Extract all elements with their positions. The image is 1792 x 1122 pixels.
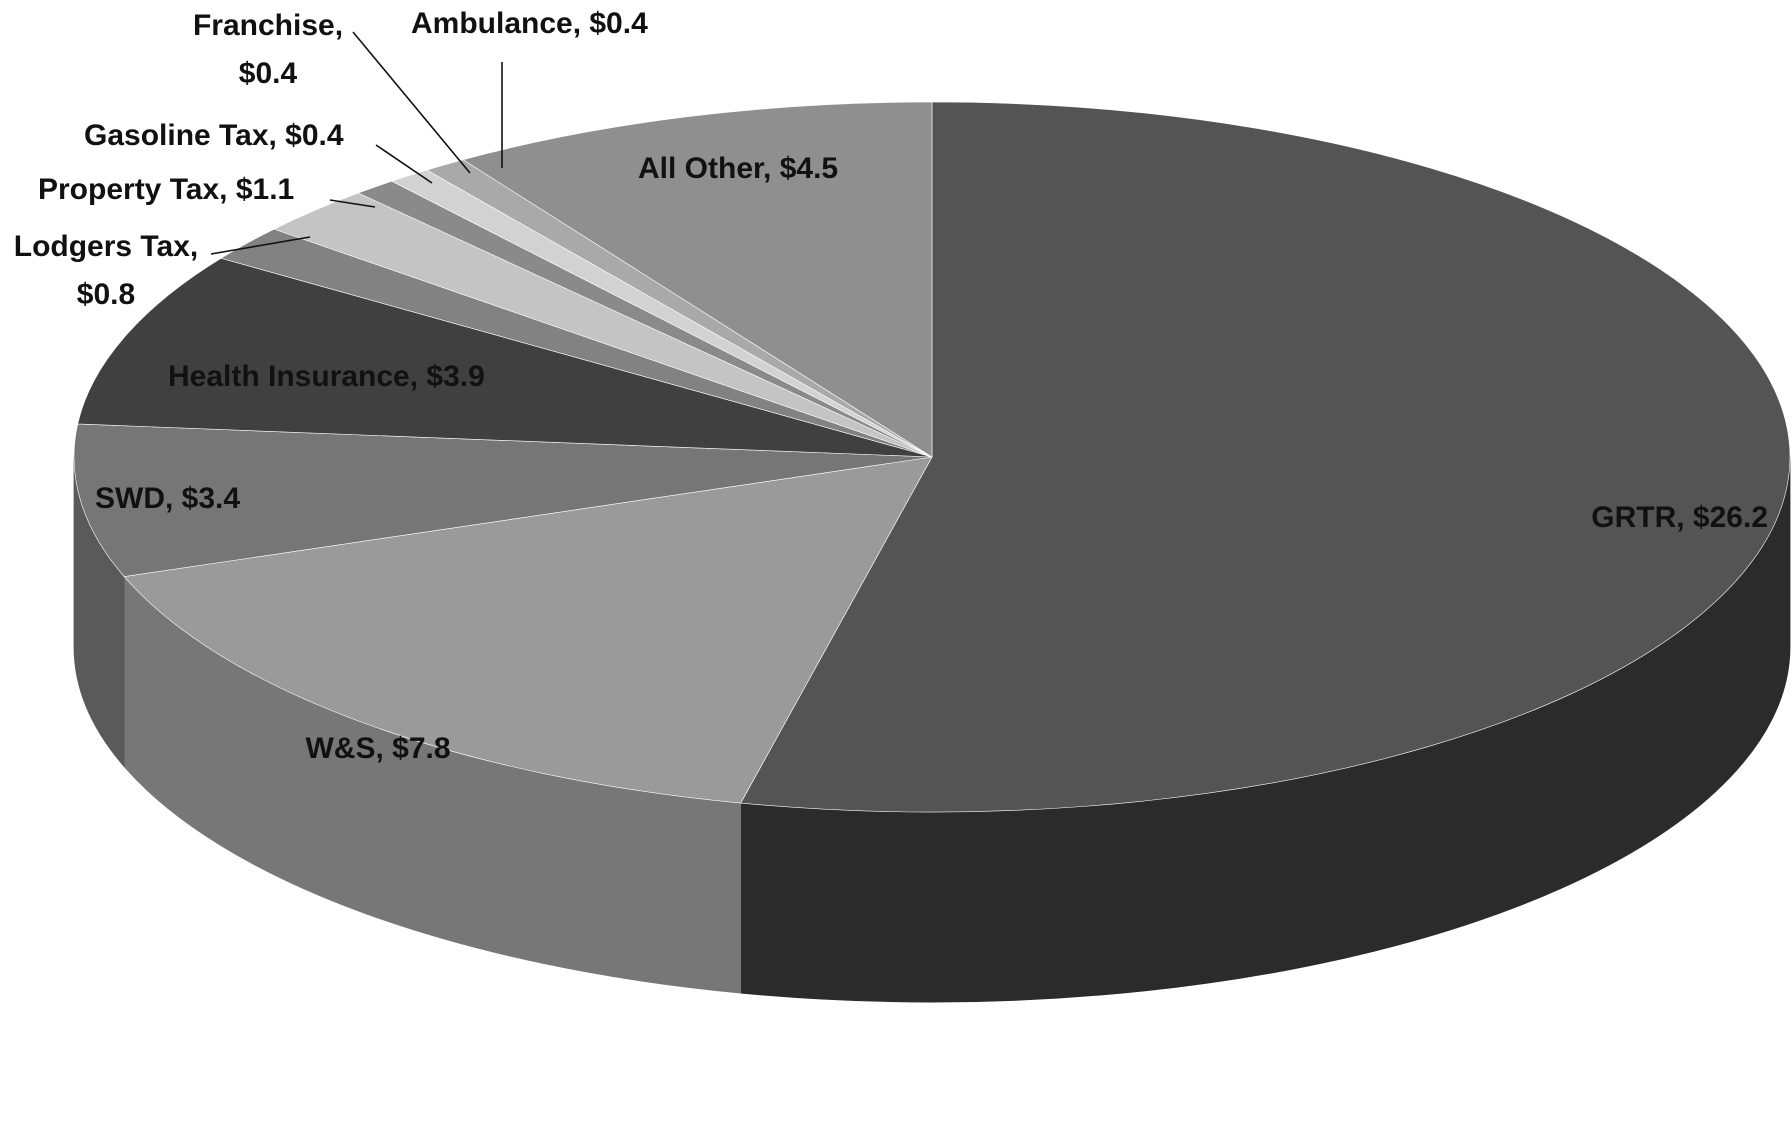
pie-side-layer: [73, 456, 1791, 1003]
data-label-all-other: All Other, $4.5: [638, 152, 838, 185]
data-label-gasoline-tax: Gasoline Tax, $0.4: [84, 119, 344, 152]
data-label-wands: W&S, $7.8: [305, 732, 450, 765]
data-label-franchise: Franchise, $0.4: [193, 9, 343, 90]
leader-line-property-tax: [329, 199, 376, 208]
pie-slice-health-insurance: [77, 257, 933, 458]
pie-slice-all-other: [462, 101, 933, 458]
data-label-swd: SWD, $3.4: [95, 482, 240, 515]
data-label-ambulance: Ambulance, $0.4: [411, 7, 648, 40]
data-label-property-tax: Property Tax, $1.1: [38, 173, 294, 206]
pie-top-layer: [73, 101, 1791, 813]
leader-line-lodgers-tax: [210, 236, 311, 255]
data-label-grtr: GRTR, $26.2: [1591, 501, 1768, 534]
leader-line-franchise: [352, 31, 471, 174]
data-labels: GRTR, $26.2 W&S, $7.8 SWD, $3.4 Health Insu…: [14, 7, 1768, 765]
leader-lines: [210, 31, 503, 255]
leader-line-gasoline-tax: [375, 144, 433, 184]
data-label-health-insurance: Health Insurance, $3.9: [168, 360, 485, 393]
pie-slice-grtr: [740, 101, 1791, 813]
data-label-lodgers-tax: Lodgers Tax, $0.8: [14, 230, 198, 311]
pie-slice-wands: [123, 456, 933, 804]
pie-slice-swd: [73, 423, 933, 577]
